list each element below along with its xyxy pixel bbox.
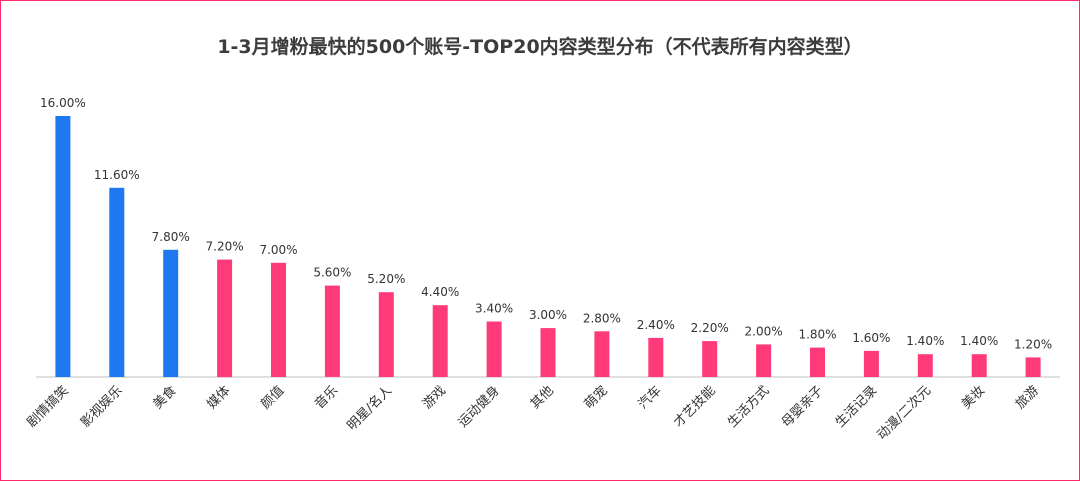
bar-11 (648, 337, 664, 377)
value-label-1: 11.60% (94, 168, 140, 182)
category-label-0: 剧情搞笑 (24, 383, 72, 431)
category-label-18: 旅游 (1013, 383, 1042, 412)
bar-5 (324, 285, 340, 377)
value-label-18: 1.20% (1014, 337, 1052, 351)
category-label-15: 生活记录 (833, 383, 880, 430)
bar-13 (756, 344, 772, 377)
category-label-2: 美食 (150, 383, 180, 413)
chart-title: 1-3月增粉最快的500个账号-TOP20内容类型分布（不代表所有内容类型） (217, 36, 863, 58)
category-label-9: 其他 (528, 383, 557, 412)
bar-18 (1025, 357, 1041, 377)
category-label-4: 颜值 (258, 383, 288, 413)
value-label-4: 7.00% (259, 243, 297, 257)
bar-9 (540, 328, 556, 377)
value-label-17: 1.40% (960, 334, 998, 348)
category-label-10: 萌宠 (581, 383, 611, 413)
value-label-8: 3.40% (475, 302, 513, 316)
category-label-13: 生活方式 (724, 383, 772, 431)
value-label-11: 2.40% (637, 318, 675, 332)
bar-0 (55, 116, 71, 377)
value-label-14: 1.80% (798, 328, 836, 342)
category-label-16: 动漫/二次元 (874, 383, 934, 443)
category-label-7: 游戏 (420, 383, 449, 412)
category-label-17: 美妆 (959, 383, 988, 412)
bar-7 (432, 305, 448, 377)
value-label-3: 7.20% (206, 240, 244, 254)
bar-17 (971, 354, 987, 377)
bar-15 (863, 350, 879, 377)
value-label-12: 2.20% (691, 321, 729, 335)
value-label-10: 2.80% (583, 311, 621, 325)
category-label-11: 汽车 (635, 383, 665, 413)
category-label-12: 才艺技能 (671, 383, 718, 430)
bar-14 (810, 347, 825, 377)
value-label-15: 1.60% (852, 331, 890, 345)
value-label-5: 5.60% (313, 266, 351, 280)
category-label-14: 母婴亲子 (779, 383, 826, 430)
bar-10 (594, 331, 610, 377)
value-label-0: 16.00% (40, 96, 86, 110)
value-label-9: 3.00% (529, 308, 567, 322)
category-label-1: 影视娱乐 (78, 383, 125, 430)
bar-2 (163, 249, 179, 377)
bar-3 (217, 259, 233, 378)
bar-6 (378, 292, 394, 377)
bar-12 (702, 341, 718, 377)
value-label-13: 2.00% (745, 324, 783, 338)
value-label-2: 7.80% (152, 230, 190, 244)
value-label-7: 4.40% (421, 285, 459, 299)
bar-1 (109, 187, 125, 377)
value-label-16: 1.40% (906, 334, 944, 348)
bar-8 (486, 321, 502, 377)
category-label-8: 运动健身 (455, 383, 503, 431)
bar-4 (271, 262, 286, 377)
category-label-6: 明星/名人 (344, 383, 395, 434)
bar-16 (917, 354, 933, 377)
category-label-5: 音乐 (312, 383, 342, 413)
value-label-6: 5.20% (367, 272, 405, 286)
category-label-3: 媒体 (204, 383, 233, 412)
